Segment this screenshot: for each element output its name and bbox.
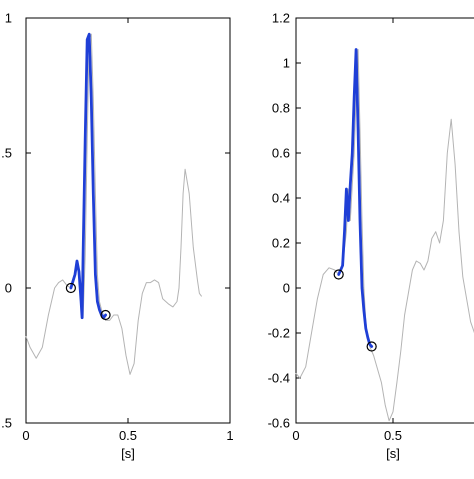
x-tick-label: 0 [22,428,29,443]
x-tick-label: 0.5 [119,428,137,443]
x-tick-label: 1 [226,428,233,443]
y-tick-label: 0.4 [272,191,290,206]
y-tick-label: -0.4 [268,371,290,386]
y-tick-label: 1 [5,11,12,26]
boundary-marker [333,269,344,280]
y-tick-label: 0.8 [272,101,290,116]
boundary-marker [100,309,111,321]
x-axis-label: [s] [121,446,135,461]
segment-line-blue [69,32,107,320]
y-tick-label: 0.2 [272,236,290,251]
y-tick-label: 1.2 [272,11,290,26]
y-tick-label: -0.6 [268,416,290,431]
y-tick-label: 0 [283,281,290,296]
boundary-marker [366,341,377,352]
chart-panel-2: 0 0.5 -0.6 -0.4 -0.2 0 0.2 0.4 0.6 0.8 1 1.2 [s] [268,11,474,461]
x-axis-label: [s] [386,446,400,461]
y-tick-label: 0 [5,281,12,296]
y-tick-label: 0.6 [272,146,290,161]
signal-line-gray [25,33,202,375]
signal-line-gray [295,49,474,422]
y-tick-label: .5 [1,416,12,431]
boundary-marker [65,282,76,294]
x-tick-label: 0 [292,428,299,443]
x-tick-label: 0.5 [384,428,402,443]
y-tick-label: 1 [283,56,290,71]
chart-panel-1: 0 0.5 1.50.51[s] [1,11,233,462]
y-tick-label: -0.2 [268,326,290,341]
y-tick-label: .5 [1,146,12,161]
axes-frame [25,17,231,424]
axes-frame [295,17,474,424]
segment-line-blue [337,48,374,348]
